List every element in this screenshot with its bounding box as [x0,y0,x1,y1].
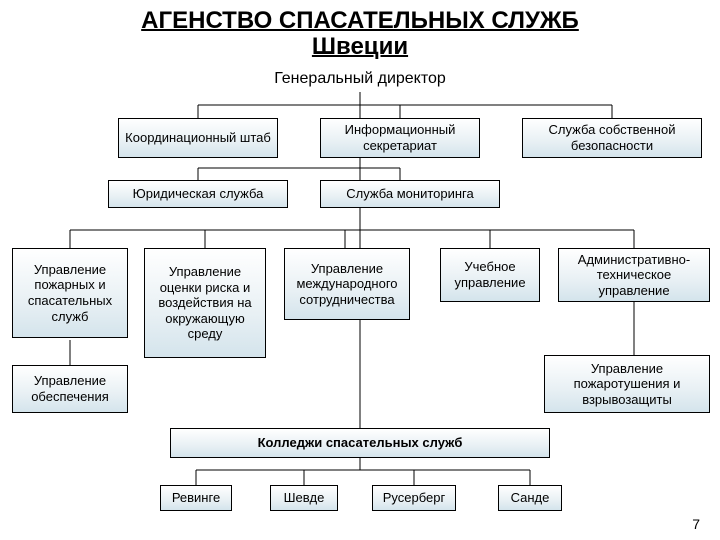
box-coord: Координационный штаб [118,118,278,158]
box-edu: Учебное управление [440,248,540,302]
title-line2: Швеции [312,33,408,60]
box-fire: Управление пожарных и спасательных служб [12,248,128,338]
page-number: 7 [692,516,700,532]
box-colleges: Колледжи спасательных служб [170,428,550,458]
box-sande: Санде [498,485,562,511]
director-label: Генеральный директор [260,70,460,88]
box-revinge: Ревинге [160,485,232,511]
box-security: Служба собственной безопасности [522,118,702,158]
box-supply: Управление обеспечения [12,365,128,413]
box-ruserberg: Русерберг [372,485,456,511]
page-title: АГЕНСТВО СПАСАТЕЛЬНЫХ СЛУЖБ Швеции [0,0,720,61]
box-risk: Управление оценки риска и воздействия на… [144,248,266,358]
box-monitor: Служба мониторинга [320,180,500,208]
box-shevde: Шевде [270,485,338,511]
box-admin: Административно-техническое управление [558,248,710,302]
box-legal: Юридическая служба [108,180,288,208]
box-firefight: Управление пожаротушения и взрывозащиты [544,355,710,413]
box-info: Информационный секретариат [320,118,480,158]
title-line1: АГЕНСТВО СПАСАТЕЛЬНЫХ СЛУЖБ [141,7,579,34]
box-intl: Управление международного сотрудничества [284,248,410,320]
